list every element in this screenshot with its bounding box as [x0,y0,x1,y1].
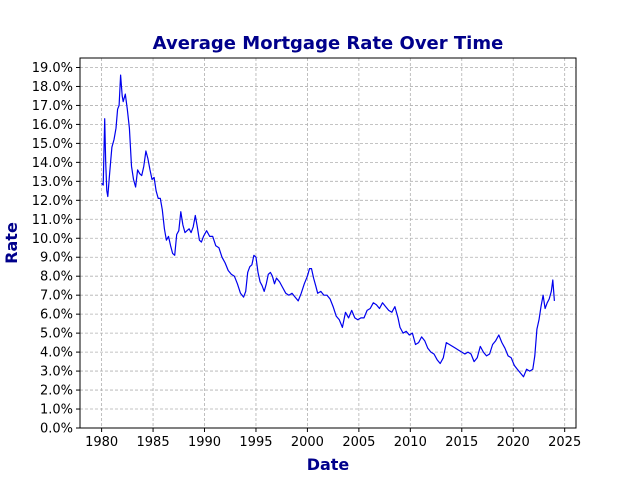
y-tick-label: 17.0% [32,99,73,114]
y-tick-label: 13.0% [32,175,73,190]
y-tick-label: 5.0% [40,327,73,342]
x-tick-label: 2015 [445,435,478,450]
y-tick-label: 14.0% [32,156,73,171]
chart-title: Average Mortgage Rate Over Time [153,33,504,54]
x-tick-label: 2005 [342,435,375,450]
y-tick-label: 15.0% [32,137,73,152]
y-axis-ticks: 0.0% 1.0% 2.0% 3.0% 4.0% 5.0% 6.0% 7.0% 8.0% 9.0%… [32,61,80,437]
x-tick-label: 2010 [394,435,427,450]
x-tick-label: 1990 [188,435,221,450]
y-tick-label: 0.0% [40,422,73,437]
y-tick-label: 10.0% [32,232,73,247]
y-tick-label: 12.0% [32,194,73,209]
y-tick-label: 1.0% [40,403,73,418]
y-tick-label: 8.0% [40,270,73,285]
y-tick-label: 11.0% [32,213,73,228]
y-tick-label: 16.0% [32,118,73,133]
y-tick-label: 2.0% [40,384,73,399]
y-tick-label: 7.0% [40,289,73,304]
grid-lines [80,58,576,429]
y-axis-label: Rate [2,222,21,264]
x-tick-label: 1985 [137,435,170,450]
x-axis-label: Date [307,455,350,474]
x-tick-label: 1980 [85,435,118,450]
plot-frame [79,57,577,429]
y-tick-label: 19.0% [32,61,73,76]
y-tick-label: 18.0% [32,80,73,95]
x-tick-label: 2000 [291,435,324,450]
x-tick-label: 2025 [548,435,581,450]
x-tick-label: 1995 [239,435,272,450]
y-tick-label: 3.0% [40,365,73,380]
y-tick-label: 4.0% [40,346,73,361]
x-axis-ticks: 1980 1985 1990 1995 2000 2005 2010 2015 2020 2025 [85,428,581,450]
series-layer [101,74,555,378]
y-tick-label: 9.0% [40,251,73,266]
y-tick-label: 6.0% [40,308,73,323]
x-tick-label: 2020 [497,435,530,450]
series-line-mortgage-rate [101,74,555,378]
